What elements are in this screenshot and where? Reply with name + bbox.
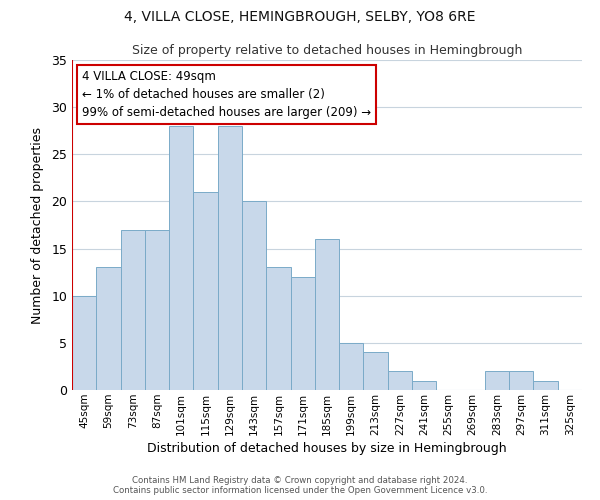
Bar	[72, 296, 96, 390]
Bar	[242, 202, 266, 390]
Text: 4, VILLA CLOSE, HEMINGBROUGH, SELBY, YO8 6RE: 4, VILLA CLOSE, HEMINGBROUGH, SELBY, YO8…	[124, 10, 476, 24]
Bar	[509, 371, 533, 390]
Bar	[218, 126, 242, 390]
Text: Contains HM Land Registry data © Crown copyright and database right 2024.
Contai: Contains HM Land Registry data © Crown c…	[113, 476, 487, 495]
Bar	[193, 192, 218, 390]
Bar	[533, 380, 558, 390]
X-axis label: Distribution of detached houses by size in Hemingbrough: Distribution of detached houses by size …	[147, 442, 507, 455]
Bar	[339, 343, 364, 390]
Bar	[485, 371, 509, 390]
Bar	[315, 239, 339, 390]
Y-axis label: Number of detached properties: Number of detached properties	[31, 126, 44, 324]
Bar	[121, 230, 145, 390]
Bar	[412, 380, 436, 390]
Text: 4 VILLA CLOSE: 49sqm
← 1% of detached houses are smaller (2)
99% of semi-detache: 4 VILLA CLOSE: 49sqm ← 1% of detached ho…	[82, 70, 371, 119]
Bar	[145, 230, 169, 390]
Bar	[169, 126, 193, 390]
Bar	[266, 268, 290, 390]
Title: Size of property relative to detached houses in Hemingbrough: Size of property relative to detached ho…	[132, 44, 522, 58]
Bar	[364, 352, 388, 390]
Bar	[388, 371, 412, 390]
Bar	[96, 268, 121, 390]
Bar	[290, 277, 315, 390]
